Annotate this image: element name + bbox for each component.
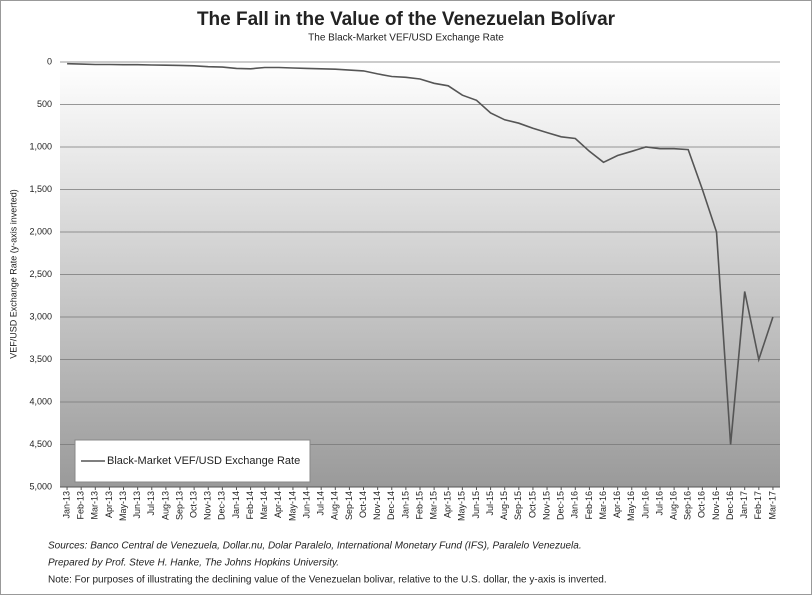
x-tick-label: May-13 [118, 491, 128, 521]
x-tick-label: Oct-15 [527, 491, 537, 518]
x-tick-label: Feb-16 [584, 491, 594, 520]
x-tick-label: Nov-14 [372, 491, 382, 520]
x-tick-label: May-14 [287, 491, 297, 521]
x-tick-label: Apr-15 [443, 491, 453, 518]
legend-box [74, 439, 311, 483]
x-tick-label: Mar-17 [767, 491, 777, 520]
x-tick-label: May-15 [457, 491, 467, 521]
legend-label: Black-Market VEF/USD Exchange Rate [107, 455, 300, 467]
x-tick-label: Sep-15 [513, 491, 523, 520]
x-tick-label: Oct-13 [188, 491, 198, 518]
x-tick-label: Nov-13 [203, 491, 213, 520]
note: Sources: Banco Central de Venezuela, Dol… [48, 541, 582, 552]
y-tick-label: 3,500 [29, 354, 52, 364]
chart-subtitle: The Black-Market VEF/USD Exchange Rate [308, 33, 504, 44]
x-tick-label: Mar-13 [90, 491, 100, 520]
x-tick-label: Jun-15 [471, 491, 481, 519]
y-axis-label: VEF/USD Exchange Rate (y-axis inverted) [8, 189, 18, 359]
x-tick-label: Dec-16 [725, 491, 735, 520]
x-tick-label: Mar-16 [598, 491, 608, 520]
x-tick-label: Jun-13 [132, 491, 142, 519]
y-tick-label: 2,500 [29, 269, 52, 279]
x-tick-label: Jan-16 [570, 491, 580, 519]
x-tick-label: Feb-13 [76, 491, 86, 520]
x-tick-label: Sep-13 [174, 491, 184, 520]
x-tick-label: Sep-16 [683, 491, 693, 520]
x-tick-label: Feb-17 [753, 491, 763, 520]
x-tick-label: Sep-14 [344, 491, 354, 520]
x-tick-label: Aug-14 [330, 491, 340, 520]
x-tick-label: Dec-14 [386, 491, 396, 520]
x-tick-label: Apr-13 [104, 491, 114, 518]
note: Prepared by Prof. Steve H. Hanke, The Jo… [48, 558, 339, 569]
chart-title: The Fall in the Value of the Venezuelan … [197, 9, 616, 30]
x-tick-label: Jan-15 [400, 491, 410, 519]
x-tick-label: Feb-14 [245, 491, 255, 520]
x-tick-label: Nov-16 [711, 491, 721, 520]
x-tick-label: Oct-16 [697, 491, 707, 518]
x-tick-label: Apr-14 [273, 491, 283, 518]
x-tick-label: Jul-13 [146, 491, 156, 516]
y-tick-label: 5,000 [29, 481, 52, 491]
x-tick-label: Jul-15 [485, 491, 495, 516]
x-tick-label: Jul-16 [654, 491, 664, 516]
x-tick-label: Apr-16 [612, 491, 622, 518]
x-tick-label: Jan-13 [61, 491, 71, 519]
y-tick-label: 3,000 [29, 311, 52, 321]
line-series [67, 62, 774, 445]
x-tick-label: Mar-15 [428, 491, 438, 520]
x-tick-label: May-16 [626, 491, 636, 521]
x-tick-label: Aug-13 [160, 491, 170, 520]
y-tick-label: 4,500 [29, 439, 52, 449]
x-tick-label: Dec-13 [217, 491, 227, 520]
x-tick-label: Oct-14 [358, 491, 368, 518]
note: Note: For purposes of illustrating the d… [48, 575, 607, 586]
y-tick-label: 1,500 [29, 184, 52, 194]
x-tick-label: Aug-15 [499, 491, 509, 520]
y-tick-label: 1,000 [29, 141, 52, 151]
x-tick-label: Jun-14 [301, 491, 311, 519]
x-tick-label: Nov-15 [541, 491, 551, 520]
x-tick-label: Feb-15 [414, 491, 424, 520]
x-tick-label: Dec-15 [556, 491, 566, 520]
x-tick-label: Mar-14 [259, 491, 269, 520]
x-tick-label: Jun-16 [640, 491, 650, 519]
y-tick-label: 0 [47, 56, 52, 66]
x-tick-label: Jul-14 [316, 491, 326, 516]
y-tick-label: 4,000 [29, 396, 52, 406]
x-tick-label: Aug-16 [668, 491, 678, 520]
y-tick-label: 2,000 [29, 226, 52, 236]
y-tick-label: 500 [37, 99, 52, 109]
x-tick-label: Jan-17 [739, 491, 749, 519]
x-tick-label: Jan-14 [231, 491, 241, 519]
